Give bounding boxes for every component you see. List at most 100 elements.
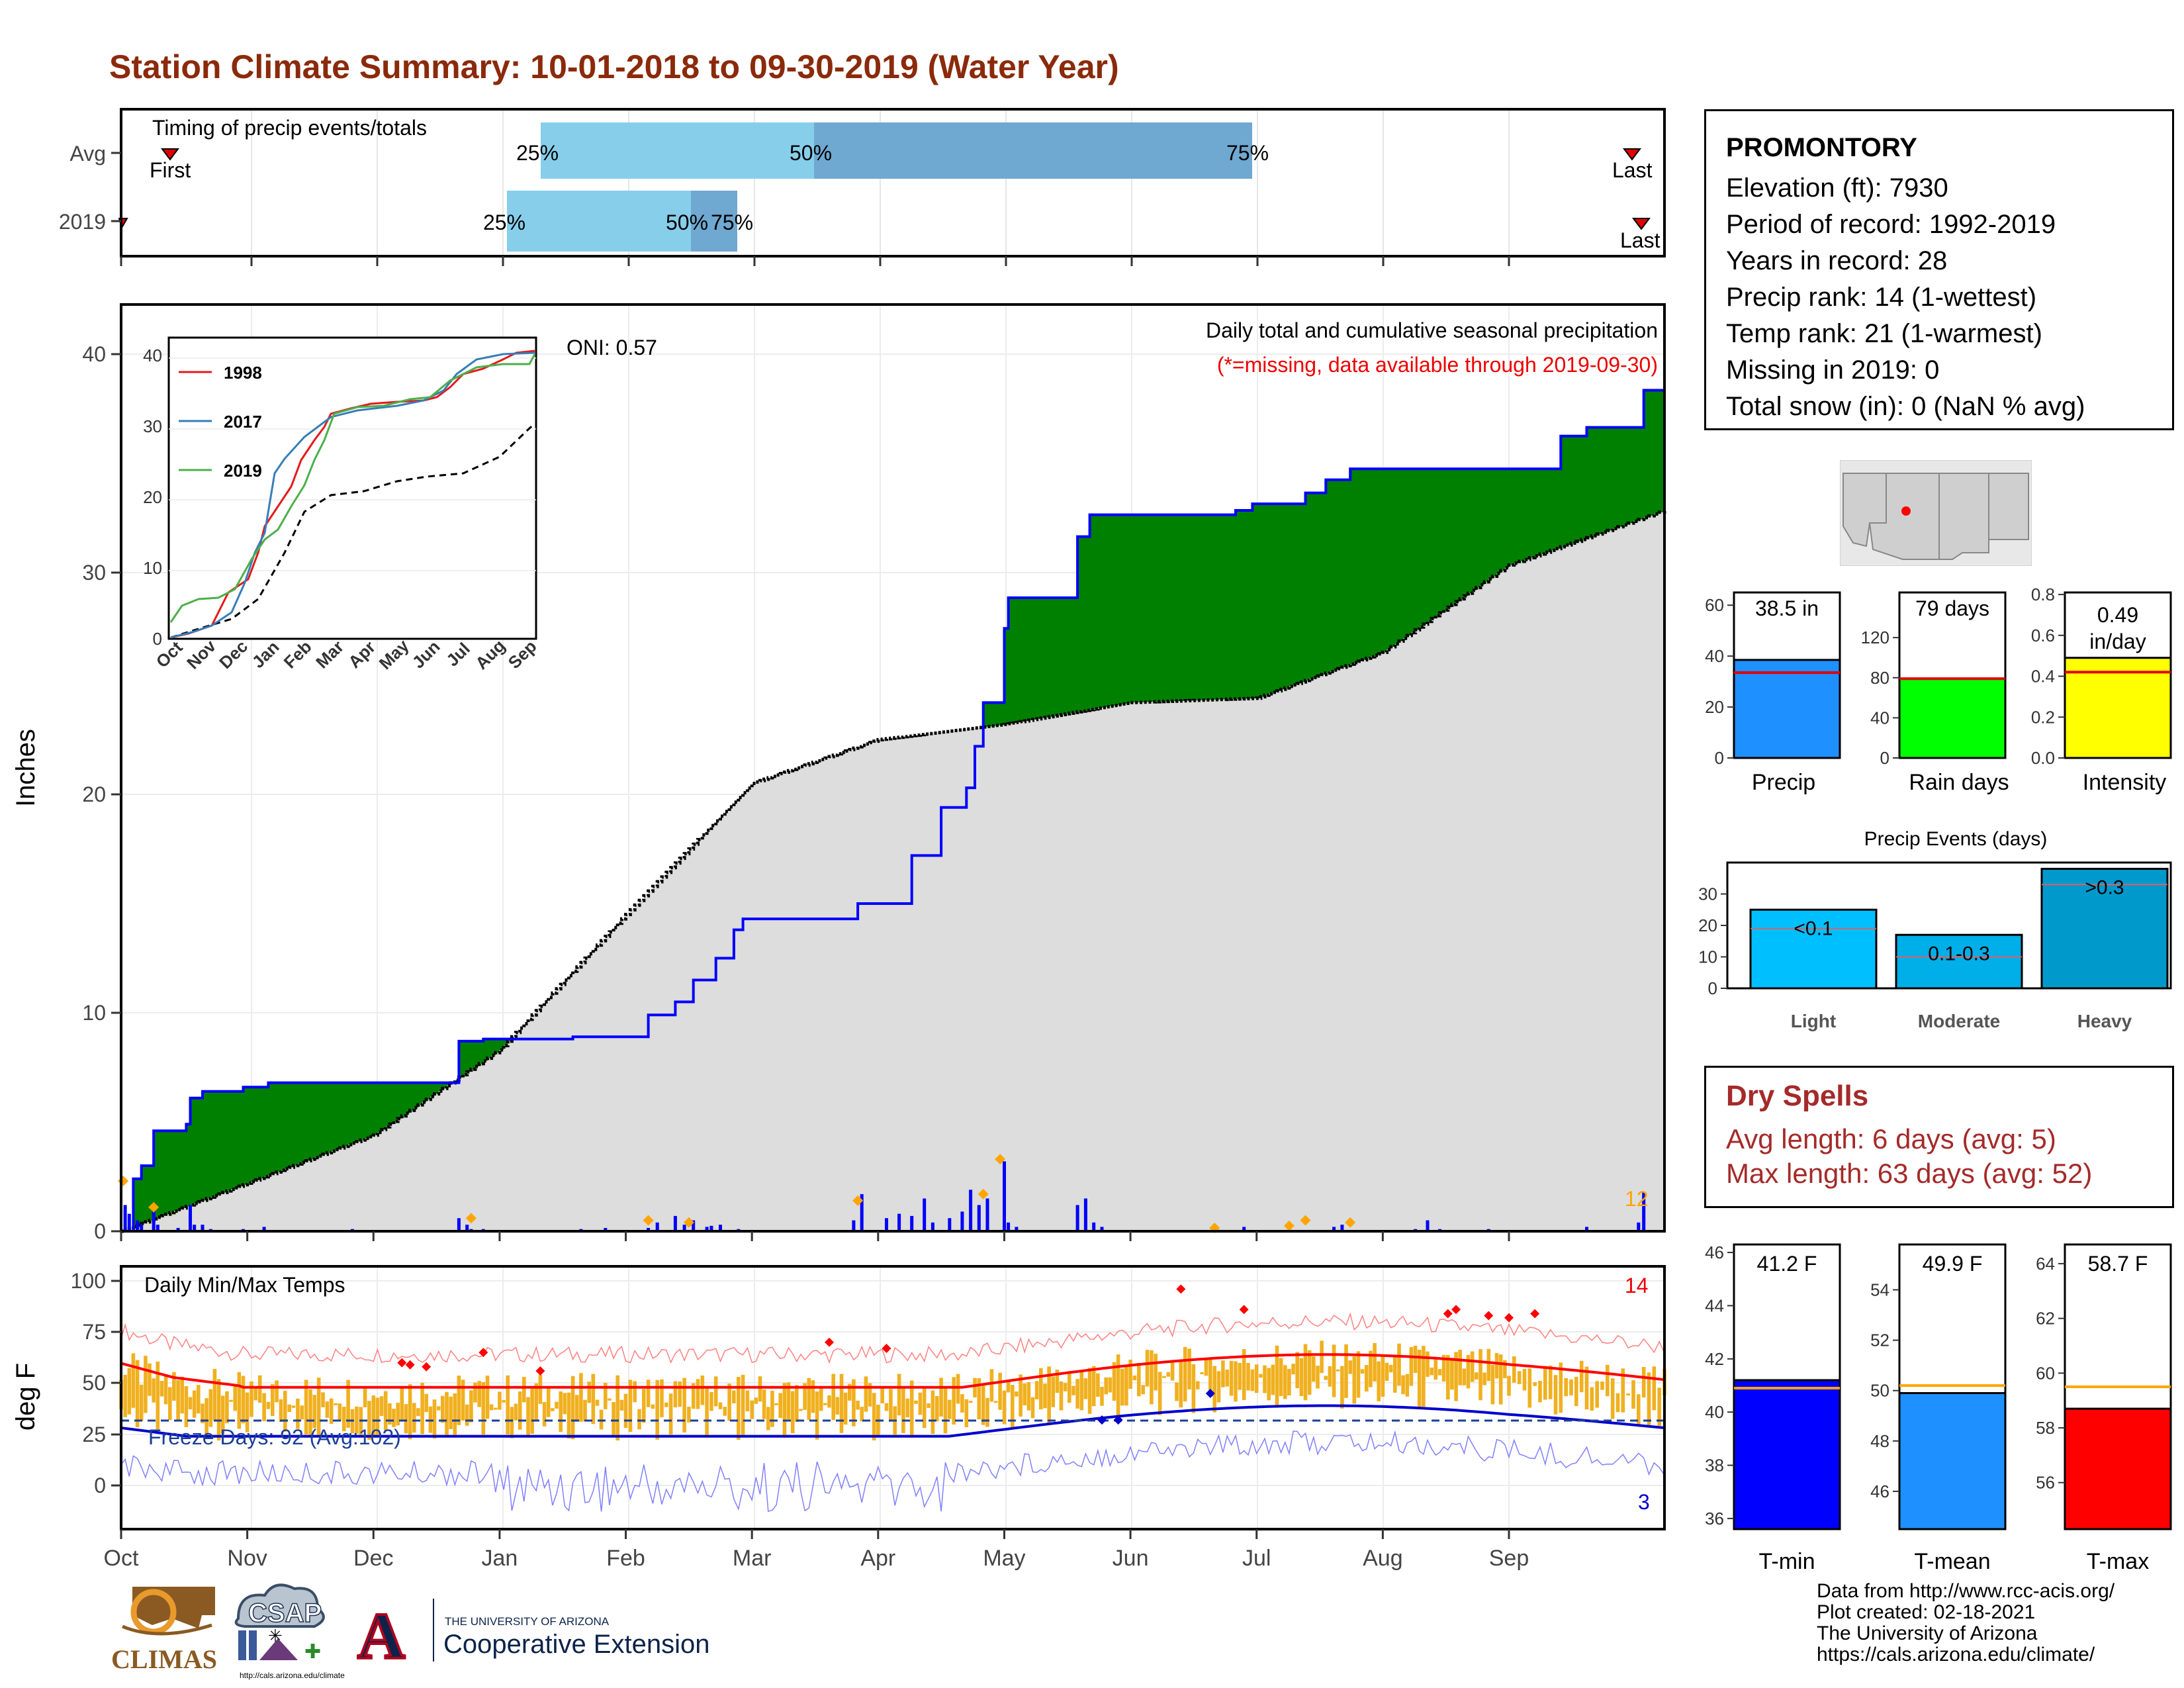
precip-panel-title: Daily total and cumulative seasonal prec…: [1206, 318, 1658, 342]
ytick-20: 20: [82, 782, 106, 806]
daily-temp-bar: [1200, 1372, 1204, 1374]
daily-temp-bar: [522, 1377, 526, 1403]
daily-precip-bar: [885, 1218, 888, 1231]
daily-temp-bar: [1441, 1354, 1446, 1382]
avg-last-marker: [1623, 148, 1641, 161]
precip-panel: Daily total and cumulative seasonal prec…: [11, 303, 1666, 1243]
daily-temp-bar: [392, 1409, 396, 1427]
daily-temp-bar: [973, 1378, 977, 1397]
daily-temp-bar: [1116, 1354, 1120, 1416]
daily-temp-bar: [1507, 1376, 1511, 1396]
daily-temp-bar: [1083, 1378, 1088, 1399]
daily-temp-bar: [770, 1391, 774, 1427]
daily-temp-bar: [931, 1390, 935, 1434]
daily-temp-bar: [300, 1405, 304, 1420]
daily-temp-bar: [1458, 1350, 1462, 1385]
daily-temp-bar: [163, 1374, 168, 1405]
events-bar-label: <0.1: [1794, 917, 1833, 939]
daily-temp-bar: [1132, 1376, 1137, 1381]
row-label-2019: 2019: [59, 210, 106, 234]
daily-temp-bar: [1385, 1362, 1389, 1382]
daily-temp-bar: [1482, 1372, 1486, 1385]
daily-temp-bar: [212, 1368, 217, 1421]
daily-temp-bar: [338, 1403, 342, 1421]
daily-temp-bar: [1263, 1365, 1267, 1393]
daily-temp-bar: [646, 1380, 651, 1407]
daily-temp-bar: [1267, 1368, 1271, 1401]
temp-bar-value: [2064, 1407, 2172, 1530]
precip-events-chart: Precip Events (days) <0.1 0.1-0.3 >0.3 0 10 2…: [1698, 828, 2172, 1031]
daily-temp-bar: [1527, 1368, 1532, 1408]
ytick-30: 30: [82, 561, 106, 585]
ytick-40: 40: [82, 342, 106, 366]
ytick-10: 10: [82, 1001, 106, 1025]
daily-temp-bar: [570, 1376, 575, 1440]
daily-temp-bar: [909, 1380, 914, 1437]
daily-temp-bar: [1409, 1347, 1414, 1386]
precip-panel-note: (*=missing, data available through 2019-…: [1217, 353, 1658, 377]
station-years: Years in record: 28: [1726, 246, 1948, 275]
daily-temp-bar: [1621, 1368, 1625, 1413]
daily-precip-bar: [860, 1194, 864, 1231]
daily-temp-bar: [530, 1388, 534, 1434]
temp-bar-tick-label: 36: [1705, 1509, 1724, 1528]
daily-temp-bar: [1216, 1371, 1221, 1403]
daily-temp-bar: [449, 1396, 453, 1429]
tmean-label: T-mean: [1914, 1549, 1990, 1574]
daily-precip-bar: [923, 1198, 927, 1231]
month-label: Jul: [1242, 1546, 1271, 1571]
daily-temp-bar: [1631, 1380, 1635, 1409]
daily-temp-bar: [901, 1386, 905, 1433]
daily-temp-bar: [1503, 1360, 1507, 1378]
summary-bar-value-label: in/day: [2089, 630, 2146, 653]
daily-temp-bar: [1019, 1374, 1023, 1417]
daily-temp-bar: [827, 1395, 831, 1408]
daily-temp-bar: [1150, 1350, 1154, 1405]
daily-precip-bar: [1642, 1192, 1646, 1231]
daily-temp-bar: [1259, 1374, 1263, 1378]
daily-temp-bar: [884, 1403, 889, 1411]
daily-temp-bar: [799, 1409, 803, 1411]
summary-bar-value: [2064, 657, 2172, 759]
daily-temp-bar: [279, 1399, 283, 1422]
daily-temp-bar: [510, 1407, 514, 1438]
daily-temp-bar: [1254, 1364, 1259, 1393]
svg-text:75: 75: [82, 1320, 106, 1344]
daily-temp-bar: [687, 1407, 691, 1423]
temp-bar-tick-label: 54: [1870, 1280, 1889, 1299]
daily-temp-bar: [538, 1375, 543, 1404]
station-elevation: Elevation (ft): 7930: [1726, 173, 1948, 203]
avg-p25-label: 25%: [516, 141, 559, 165]
daily-temp-bar: [542, 1402, 547, 1427]
daily-temp-bar: [1002, 1390, 1007, 1425]
daily-temp-bar: [1087, 1368, 1092, 1414]
daily-temp-bar: [445, 1391, 449, 1437]
daily-temp-bar: [1626, 1393, 1630, 1396]
daily-temp-bar: [807, 1378, 811, 1420]
daily-temp-bar: [977, 1378, 981, 1420]
record-low-marker: [1097, 1415, 1107, 1425]
daily-precip-bar: [1083, 1198, 1087, 1231]
daily-temp-bar: [964, 1399, 969, 1427]
summary-bar-value-label: 79 days: [1915, 596, 1989, 620]
temp-summary-bars: 41.2 F 36 38 40 42 44 46 49.9 F 46 48 50 52 54 58.7 F…: [1705, 1243, 2172, 1574]
daily-temp-bar: [1397, 1343, 1401, 1386]
record-high-marker: [1239, 1305, 1249, 1315]
daily-temp-bar: [461, 1380, 465, 1421]
daily-temp-bar: [1170, 1361, 1175, 1381]
logos: CLIMAS CSAP ✳ ✚ http://cals.arizona.edu/…: [111, 1583, 709, 1680]
daily-temp-bar: [1381, 1355, 1385, 1397]
daily-temp-bar: [968, 1401, 973, 1403]
daily-precip-bar: [201, 1225, 205, 1231]
events-cat-heavy: Heavy: [2077, 1011, 2132, 1031]
tmin-label: T-min: [1759, 1549, 1815, 1574]
daily-temp-bar: [1475, 1372, 1479, 1380]
daily-temp-bar: [1446, 1354, 1450, 1400]
daily-temp-bar: [823, 1403, 827, 1405]
summary-bar-value: [1733, 659, 1841, 759]
daily-temp-bar: [1047, 1366, 1051, 1425]
daily-temp-bar: [1574, 1376, 1578, 1407]
daily-temp-bar: [778, 1393, 782, 1419]
daily-temp-bar: [998, 1372, 1002, 1410]
